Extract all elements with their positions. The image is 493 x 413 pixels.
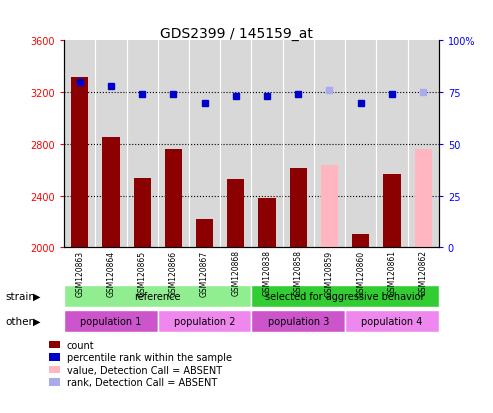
Text: GSM120865: GSM120865	[138, 250, 146, 296]
Bar	[103, 138, 119, 248]
Text: GSM120863: GSM120863	[75, 250, 84, 296]
Bar	[134, 178, 151, 248]
Text: population 4: population 4	[361, 316, 423, 326]
Text: ▶: ▶	[33, 291, 41, 301]
Text: GSM120858: GSM120858	[294, 250, 303, 296]
Bar	[321, 165, 338, 248]
Text: rank, Detection Call = ABSENT: rank, Detection Call = ABSENT	[67, 377, 217, 387]
Text: GSM120838: GSM120838	[263, 250, 272, 296]
Text: reference: reference	[135, 291, 181, 301]
Text: selected for aggressive behavior: selected for aggressive behavior	[265, 291, 425, 301]
Bar	[158, 310, 251, 332]
Bar	[64, 285, 251, 308]
Text: GSM120860: GSM120860	[356, 250, 365, 296]
Text: GSM120859: GSM120859	[325, 250, 334, 296]
Text: population 3: population 3	[268, 316, 329, 326]
Text: population 2: population 2	[174, 316, 235, 326]
Bar	[165, 150, 182, 248]
Bar	[258, 199, 276, 248]
Bar	[290, 169, 307, 248]
Bar	[384, 174, 400, 248]
Text: population 1: population 1	[80, 316, 141, 326]
Text: GSM120866: GSM120866	[169, 250, 178, 296]
Bar	[251, 285, 439, 308]
Text: count: count	[67, 340, 94, 350]
Bar	[227, 179, 245, 248]
Text: GSM120864: GSM120864	[106, 250, 115, 296]
Bar	[251, 310, 345, 332]
Text: GSM120867: GSM120867	[200, 250, 209, 296]
Bar	[415, 150, 432, 248]
Text: strain: strain	[5, 291, 35, 301]
Text: ▶: ▶	[33, 316, 41, 326]
Text: GSM120862: GSM120862	[419, 250, 427, 296]
Bar	[71, 77, 88, 248]
Text: percentile rank within the sample: percentile rank within the sample	[67, 352, 232, 362]
Text: other: other	[5, 316, 33, 326]
Text: GSM120861: GSM120861	[387, 250, 396, 296]
Bar	[196, 219, 213, 248]
Bar	[352, 235, 369, 248]
Text: GSM120868: GSM120868	[231, 250, 240, 296]
Bar	[345, 310, 439, 332]
Text: GDS2399 / 145159_at: GDS2399 / 145159_at	[160, 27, 313, 41]
Text: value, Detection Call = ABSENT: value, Detection Call = ABSENT	[67, 365, 222, 375]
Bar	[64, 310, 158, 332]
